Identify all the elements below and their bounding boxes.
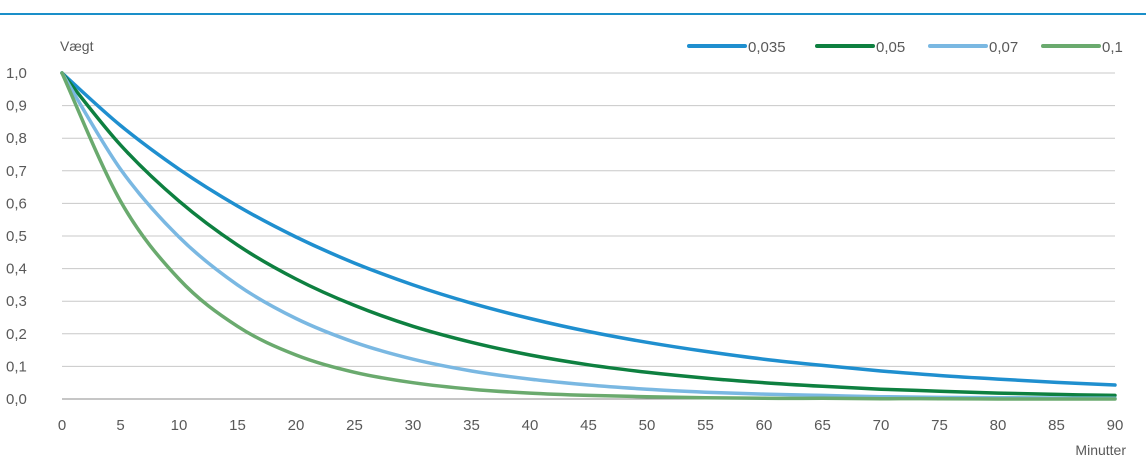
x-tick-label: 40 <box>522 417 539 434</box>
y-tick-label: 0,0 <box>6 391 27 408</box>
y-tick-label: 0,4 <box>6 261 27 278</box>
legend-label: 0,1 <box>1102 39 1123 56</box>
series-line-3 <box>60 71 1117 401</box>
x-tick-label: 60 <box>756 417 773 434</box>
top-rule <box>0 13 1146 15</box>
x-tick-label: 85 <box>1048 417 1065 434</box>
legend: 0,035 0,05 0,07 0,1 <box>687 39 1123 56</box>
legend-label: 0,05 <box>876 39 905 56</box>
x-tick-label: 35 <box>463 417 480 434</box>
x-tick-label: 30 <box>405 417 422 434</box>
gridlines <box>62 72 1115 400</box>
x-tick-label: 10 <box>171 417 188 434</box>
y-tick-label: 0,3 <box>6 293 27 310</box>
x-tick-label: 15 <box>229 417 246 434</box>
y-axis-label: Vægt <box>60 38 94 54</box>
y-tick-label: 0,1 <box>6 358 27 375</box>
x-tick-label: 65 <box>814 417 831 434</box>
legend-label: 0,035 <box>748 39 786 56</box>
x-tick-label: 90 <box>1107 417 1124 434</box>
y-axis-ticks: 0,0 0,1 0,2 0,3 0,4 0,5 0,6 0,7 0,8 0,9 1,0 <box>6 65 27 408</box>
x-tick-label: 5 <box>116 417 124 434</box>
y-tick-label: 1,0 <box>6 65 27 82</box>
series-line-0 <box>60 71 1117 387</box>
legend-label: 0,07 <box>989 39 1018 56</box>
y-tick-label: 0,9 <box>6 98 27 115</box>
series-lines <box>60 71 1117 401</box>
series-line-1 <box>60 71 1117 398</box>
x-axis-ticks: 0 5 10 15 20 25 30 35 40 45 50 55 60 65 70 75 80 85 90 <box>58 417 1124 434</box>
x-tick-label: 80 <box>990 417 1007 434</box>
x-tick-label: 55 <box>697 417 714 434</box>
x-tick-label: 45 <box>580 417 597 434</box>
x-tick-label: 25 <box>346 417 363 434</box>
x-tick-label: 50 <box>639 417 656 434</box>
y-tick-label: 0,6 <box>6 195 27 212</box>
x-tick-label: 70 <box>873 417 890 434</box>
y-tick-label: 0,5 <box>6 228 27 245</box>
x-tick-label: 0 <box>58 417 66 434</box>
y-tick-label: 0,8 <box>6 130 27 147</box>
x-tick-label: 20 <box>288 417 305 434</box>
x-axis-label: Minutter <box>1075 442 1126 458</box>
y-tick-label: 0,2 <box>6 326 27 343</box>
x-tick-label: 75 <box>931 417 948 434</box>
y-tick-label: 0,7 <box>6 163 27 180</box>
